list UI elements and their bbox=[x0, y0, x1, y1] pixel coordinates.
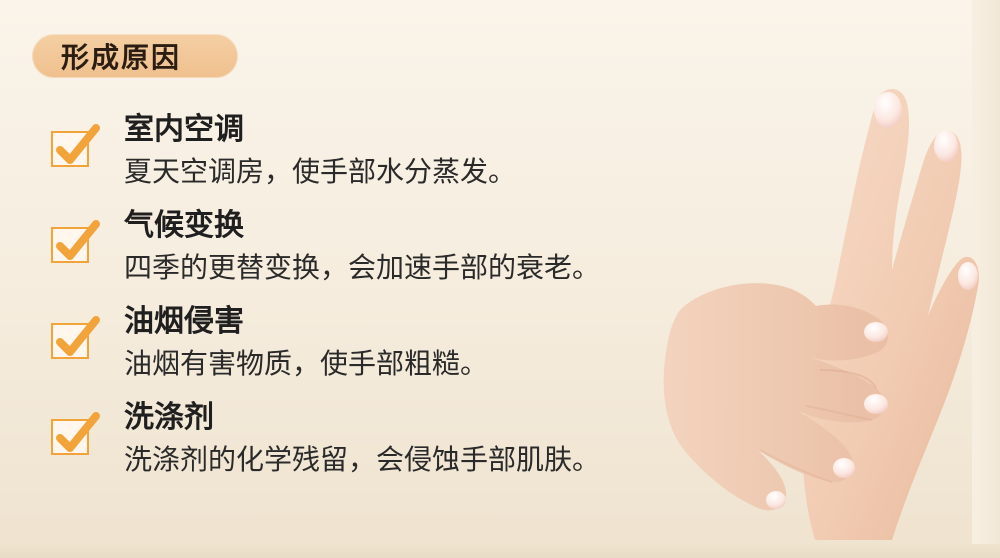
cause-item-description: 四季的更替变换，会加速手部的衰老。 bbox=[124, 251, 601, 284]
check-icon bbox=[51, 124, 100, 167]
cause-item: 洗涤剂 洗涤剂的化学残留，会侵蚀手部肌肤。 bbox=[50, 398, 750, 488]
hands-illustration bbox=[663, 88, 979, 540]
cause-item-title: 室内空调 bbox=[124, 112, 244, 147]
check-icon bbox=[51, 316, 100, 359]
cause-item: 油烟侵害 油烟有害物质，使手部粗糙。 bbox=[50, 302, 750, 392]
check-icon bbox=[51, 220, 100, 263]
cause-item-description: 油烟有害物质，使手部粗糙。 bbox=[124, 347, 489, 380]
bottom-band bbox=[0, 544, 1000, 558]
check-icon bbox=[51, 412, 100, 455]
section-title-pill: 形成原因 bbox=[32, 34, 238, 78]
cause-item-title: 洗涤剂 bbox=[124, 400, 214, 435]
cause-item: 室内空调 夏天空调房，使手部水分蒸发。 bbox=[50, 110, 750, 200]
cause-item-title: 气候变换 bbox=[124, 208, 244, 243]
section-title: 形成原因 bbox=[60, 41, 181, 74]
cause-item: 气候变换 四季的更替变换，会加速手部的衰老。 bbox=[50, 206, 750, 296]
cause-item-title: 油烟侵害 bbox=[124, 304, 244, 339]
cause-item-description: 洗涤剂的化学残留，会侵蚀手部肌肤。 bbox=[124, 443, 601, 476]
cause-item-description: 夏天空调房，使手部水分蒸发。 bbox=[124, 155, 517, 188]
